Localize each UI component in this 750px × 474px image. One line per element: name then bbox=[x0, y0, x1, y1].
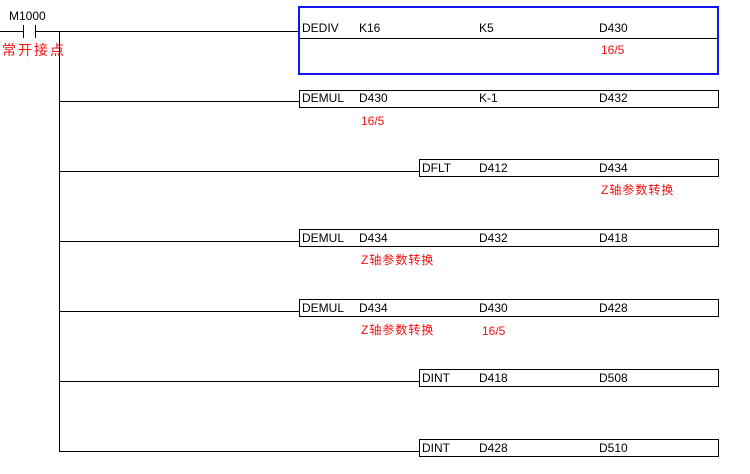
op: DEMUL bbox=[302, 231, 345, 245]
op: DEMUL bbox=[302, 91, 345, 105]
instruction-demul[interactable] bbox=[299, 229, 719, 247]
divider bbox=[300, 38, 717, 39]
arg: K5 bbox=[479, 21, 494, 35]
arg: D508 bbox=[599, 371, 628, 385]
comment: 16/5 bbox=[601, 43, 625, 57]
op: DEDIV bbox=[302, 21, 339, 35]
instruction-demul[interactable] bbox=[299, 299, 719, 317]
op: DINT bbox=[422, 441, 450, 455]
rung-wire-1 bbox=[35, 31, 300, 32]
instruction-dediv[interactable] bbox=[298, 6, 719, 75]
rung-wire-3 bbox=[59, 171, 420, 172]
arg: D432 bbox=[599, 91, 628, 105]
instruction-demul[interactable] bbox=[299, 90, 719, 108]
op: DINT bbox=[422, 371, 450, 385]
arg: D434 bbox=[599, 161, 628, 175]
comment: Z轴参数转换 bbox=[361, 253, 435, 267]
arg: K16 bbox=[359, 21, 381, 35]
arg: D428 bbox=[479, 441, 508, 455]
contact-comment: 常开接点 bbox=[2, 42, 66, 58]
arg: D510 bbox=[599, 441, 628, 455]
arg: D430 bbox=[359, 91, 388, 105]
comment: Z轴参数转换 bbox=[361, 323, 435, 337]
comment: Z轴参数转换 bbox=[601, 183, 675, 197]
arg: D430 bbox=[479, 301, 508, 315]
arg: D428 bbox=[599, 301, 628, 315]
rung-wire-5 bbox=[59, 311, 300, 312]
instruction-dflt[interactable] bbox=[419, 159, 719, 177]
arg: D430 bbox=[599, 21, 628, 35]
contact-label: M1000 bbox=[9, 9, 46, 23]
arg: D418 bbox=[599, 231, 628, 245]
comment: 16/5 bbox=[482, 324, 506, 338]
rung-wire-6 bbox=[59, 381, 420, 382]
left-wire bbox=[0, 31, 23, 32]
contact-bar-left bbox=[23, 25, 24, 38]
rung-wire-7 bbox=[59, 451, 420, 452]
op: DEMUL bbox=[302, 301, 345, 315]
arg: D434 bbox=[359, 301, 388, 315]
arg: D418 bbox=[479, 371, 508, 385]
comment: 16/5 bbox=[361, 114, 385, 128]
instruction-dint[interactable] bbox=[419, 369, 719, 387]
rung-wire-2 bbox=[59, 101, 300, 102]
arg: D412 bbox=[479, 161, 508, 175]
arg: D434 bbox=[359, 231, 388, 245]
instruction-dint[interactable] bbox=[419, 439, 719, 457]
arg: K-1 bbox=[479, 91, 498, 105]
op: DFLT bbox=[422, 161, 452, 175]
rung-wire-4 bbox=[59, 241, 300, 242]
arg: D432 bbox=[479, 231, 508, 245]
